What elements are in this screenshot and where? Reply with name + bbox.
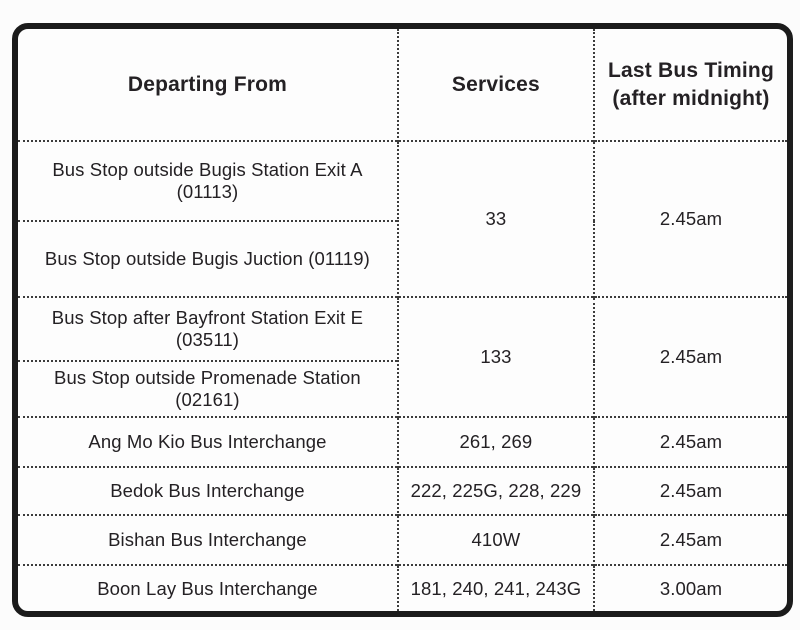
header-last-bus-timing-line1: Last Bus Timing (608, 59, 774, 83)
last-bus-timing-table-panel: Departing From Services Last Bus Timing … (12, 23, 793, 617)
cell-timing-ang-mo-kio: 2.45am (592, 416, 787, 467)
header-last-bus-timing-line2: (after midnight) (612, 86, 770, 110)
cell-services-ang-mo-kio: 261, 269 (396, 416, 594, 467)
cell-timing-bayfront-group: 2.45am (592, 296, 787, 417)
header-services: Services (396, 29, 594, 141)
cell-timing-bugis-group: 2.45am (592, 140, 787, 297)
table-row: Boon Lay Bus Interchange 181, 240, 241, … (18, 564, 787, 611)
table-row: Bus Stop after Bayfront Station Exit E (… (18, 296, 787, 417)
cell-departing-ang-mo-kio: Ang Mo Kio Bus Interchange (18, 416, 398, 467)
cell-departing-bedok: Bedok Bus Interchange (18, 466, 398, 515)
cell-stop-bugis-station-exit-a: Bus Stop outside Bugis Station Exit A (0… (18, 140, 398, 221)
table-header-row: Departing From Services Last Bus Timing … (18, 29, 787, 141)
cell-timing-bedok: 2.45am (592, 466, 787, 515)
table-row: Bus Stop outside Bugis Station Exit A (0… (18, 140, 787, 297)
table-row: Bus Stop outside Promenade Station (0216… (18, 360, 787, 417)
header-departing-from: Departing From (127, 72, 288, 96)
cell-timing-boon-lay: 3.00am (592, 564, 787, 611)
header-last-bus-timing: Last Bus Timing (after midnight) (592, 29, 787, 141)
cell-services-133: 133 (396, 296, 594, 417)
table-row: Bishan Bus Interchange 410W 2.45am (18, 514, 787, 565)
cell-services-boon-lay: 181, 240, 241, 243G (396, 564, 594, 611)
cell-services-33: 33 (396, 140, 594, 297)
table-row: Ang Mo Kio Bus Interchange 261, 269 2.45… (18, 416, 787, 467)
last-bus-timing-table: Departing From Services Last Bus Timing … (18, 29, 787, 611)
cell-services-bishan: 410W (396, 514, 594, 565)
cell-departing-bishan: Bishan Bus Interchange (18, 514, 398, 565)
cell-departing-boon-lay: Boon Lay Bus Interchange (18, 564, 398, 611)
cell-services-bedok: 222, 225G, 228, 229 (396, 466, 594, 515)
table-row: Bus Stop outside Bugis Juction (01119) (18, 220, 787, 297)
cell-stop-bugis-juction: Bus Stop outside Bugis Juction (01119) (18, 220, 398, 297)
cell-timing-bishan: 2.45am (592, 514, 787, 565)
cell-stop-promenade-station: Bus Stop outside Promenade Station (0216… (18, 360, 398, 417)
table-row: Bedok Bus Interchange 222, 225G, 228, 22… (18, 466, 787, 515)
cell-stop-bayfront-station-exit-e: Bus Stop after Bayfront Station Exit E (… (18, 296, 398, 361)
